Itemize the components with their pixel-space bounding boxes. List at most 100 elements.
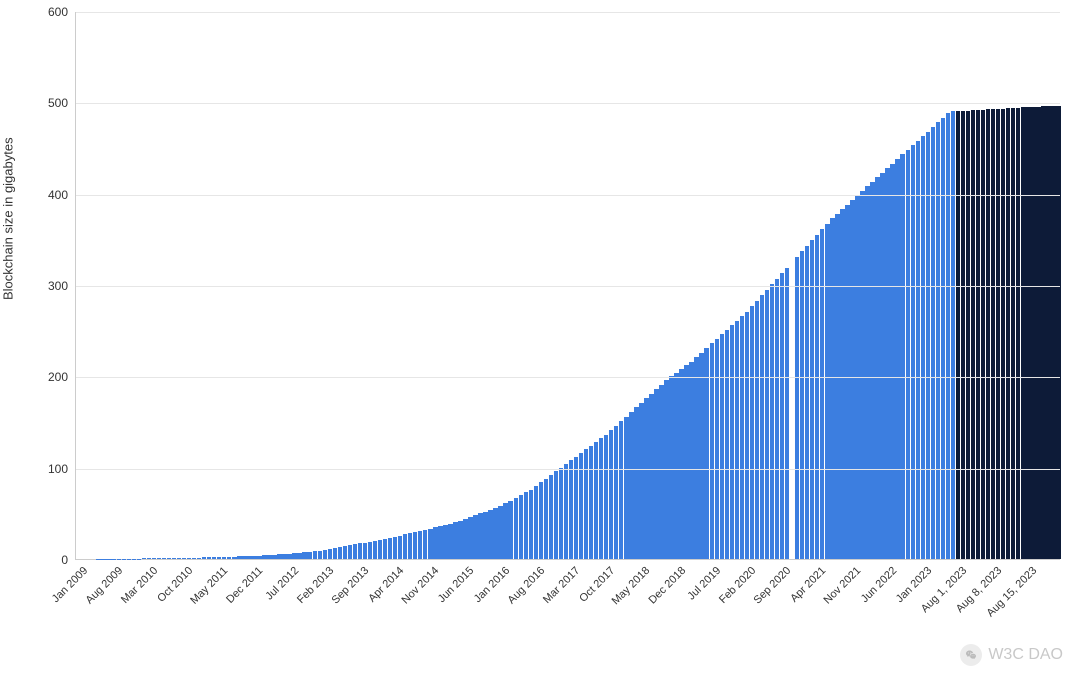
bar[interactable] <box>443 525 447 559</box>
bar[interactable] <box>639 403 643 559</box>
bar[interactable] <box>815 235 819 559</box>
bar[interactable] <box>991 109 995 559</box>
bar[interactable] <box>835 214 839 559</box>
bar[interactable] <box>1011 108 1015 559</box>
bar[interactable] <box>986 109 990 559</box>
bar[interactable] <box>865 186 869 559</box>
bar[interactable] <box>262 555 266 559</box>
bar[interactable] <box>775 279 779 559</box>
bar[interactable] <box>197 558 201 559</box>
bar[interactable] <box>539 482 543 559</box>
bar[interactable] <box>438 526 442 559</box>
bar[interactable] <box>941 118 945 559</box>
bar[interactable] <box>388 538 392 559</box>
bar[interactable] <box>720 334 724 559</box>
bar[interactable] <box>850 200 854 559</box>
bar[interactable] <box>956 111 960 559</box>
bar[interactable] <box>795 257 799 559</box>
bar[interactable] <box>710 343 714 559</box>
bar[interactable] <box>880 173 884 559</box>
bar[interactable] <box>418 531 422 559</box>
bar[interactable] <box>885 168 889 559</box>
bar[interactable] <box>654 389 658 559</box>
bar[interactable] <box>679 369 683 559</box>
bar[interactable] <box>237 556 241 559</box>
bar[interactable] <box>704 348 708 559</box>
bar[interactable] <box>212 557 216 559</box>
bar[interactable] <box>267 555 271 559</box>
bar[interactable] <box>488 510 492 559</box>
bar[interactable] <box>745 312 749 560</box>
bar[interactable] <box>423 530 427 559</box>
bar[interactable] <box>227 557 231 559</box>
bar[interactable] <box>860 191 864 559</box>
bar[interactable] <box>916 141 920 559</box>
bar[interactable] <box>820 229 824 559</box>
bar[interactable] <box>966 111 970 559</box>
bar[interactable] <box>413 532 417 559</box>
bar[interactable] <box>996 109 1000 559</box>
bar[interactable] <box>478 513 482 559</box>
bar[interactable] <box>780 273 784 559</box>
bar[interactable] <box>599 438 603 559</box>
bar[interactable] <box>343 546 347 559</box>
bar[interactable] <box>926 132 930 559</box>
bar[interactable] <box>911 145 915 559</box>
bar[interactable] <box>473 515 477 559</box>
bar[interactable] <box>830 218 834 559</box>
bar[interactable] <box>222 557 226 559</box>
bar[interactable] <box>353 544 357 559</box>
bar[interactable] <box>483 512 487 559</box>
bar[interactable] <box>313 551 317 559</box>
bar[interactable] <box>694 357 698 559</box>
bar[interactable] <box>247 556 251 559</box>
bar[interactable] <box>931 127 935 559</box>
bar[interactable] <box>493 508 497 559</box>
bar[interactable] <box>810 240 814 559</box>
bar[interactable] <box>458 521 462 559</box>
bar[interactable] <box>1056 106 1060 559</box>
bar[interactable] <box>770 284 774 559</box>
bar[interactable] <box>232 557 236 559</box>
bar[interactable] <box>383 539 387 559</box>
bar[interactable] <box>167 558 171 559</box>
bar[interactable] <box>1016 108 1020 559</box>
bar[interactable] <box>825 224 829 559</box>
bar[interactable] <box>755 301 759 559</box>
bar[interactable] <box>765 290 769 559</box>
bar[interactable] <box>202 557 206 559</box>
bar[interactable] <box>845 205 849 559</box>
bar[interactable] <box>398 536 402 559</box>
bar[interactable] <box>981 110 985 559</box>
bar[interactable] <box>177 558 181 559</box>
bar[interactable] <box>634 407 638 559</box>
bar[interactable] <box>805 246 809 559</box>
bar[interactable] <box>307 552 311 559</box>
bar[interactable] <box>529 490 533 559</box>
bar[interactable] <box>1006 108 1010 559</box>
bar[interactable] <box>292 553 296 559</box>
bar[interactable] <box>971 110 975 559</box>
bar[interactable] <box>890 164 894 559</box>
bar[interactable] <box>1041 106 1045 559</box>
bar[interactable] <box>172 558 176 559</box>
bar[interactable] <box>152 558 156 559</box>
bar[interactable] <box>433 527 437 559</box>
bar[interactable] <box>900 154 904 559</box>
bar[interactable] <box>895 159 899 559</box>
bar[interactable] <box>519 495 523 559</box>
bar[interactable] <box>408 533 412 559</box>
bar[interactable] <box>544 479 548 559</box>
bar[interactable] <box>323 550 327 559</box>
bar[interactable] <box>649 394 653 559</box>
bar[interactable] <box>1031 107 1035 559</box>
bar[interactable] <box>1046 106 1050 559</box>
bar[interactable] <box>564 464 568 559</box>
bar[interactable] <box>946 113 950 559</box>
bar[interactable] <box>187 558 191 559</box>
bar[interactable] <box>921 136 925 559</box>
bar[interactable] <box>393 537 397 559</box>
bar[interactable] <box>870 182 874 559</box>
bar[interactable] <box>333 548 337 559</box>
bar[interactable] <box>840 209 844 559</box>
